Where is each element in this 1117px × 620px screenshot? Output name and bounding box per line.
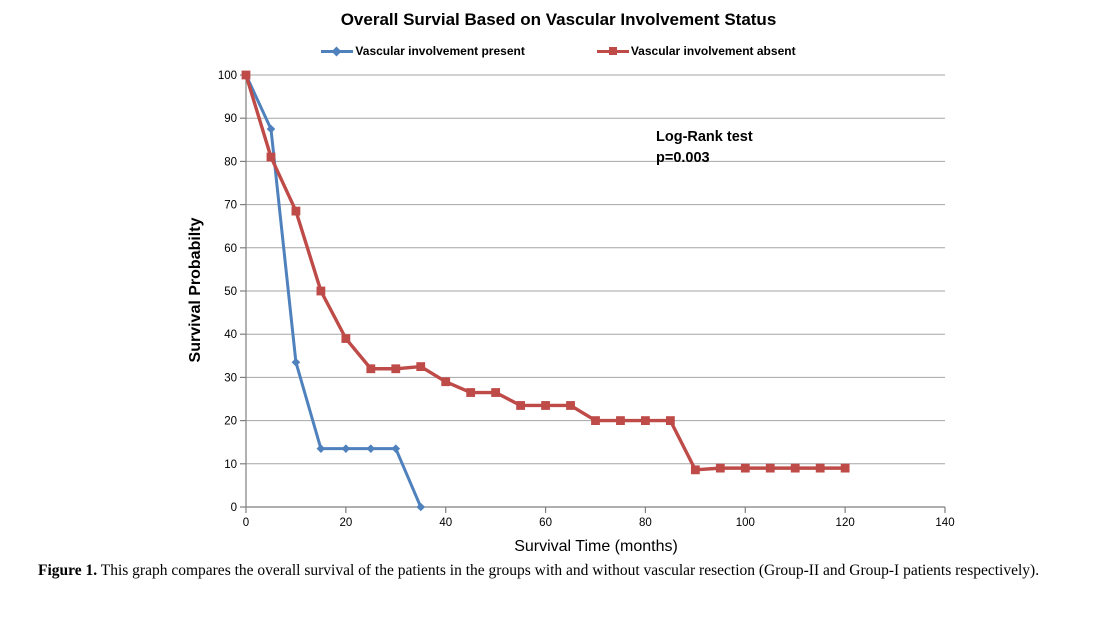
svg-text:120: 120	[836, 517, 855, 529]
figure-caption-text: This graph compares the overall survival…	[100, 562, 1040, 579]
legend-item-present: Vascular involvement present	[321, 44, 525, 58]
svg-text:30: 30	[224, 372, 237, 384]
figure-caption-label: Figure 1.	[38, 562, 98, 579]
svg-text:100: 100	[736, 517, 755, 529]
svg-text:90: 90	[224, 113, 237, 125]
svg-text:0: 0	[231, 502, 237, 514]
square-icon	[608, 47, 617, 55]
legend-label-absent: Vascular involvement absent	[630, 44, 796, 58]
svg-text:10: 10	[224, 459, 237, 471]
legend-label-present: Vascular involvement present	[355, 44, 525, 58]
svg-text:40: 40	[439, 517, 452, 529]
svg-text:60: 60	[539, 517, 552, 529]
svg-text:20: 20	[339, 517, 352, 529]
svg-text:80: 80	[224, 156, 237, 168]
svg-text:70: 70	[224, 200, 237, 212]
svg-text:20: 20	[224, 416, 237, 428]
chart-legend: Vascular involvement present Vascular in…	[0, 44, 1117, 58]
legend-diamond-marker-icon	[321, 45, 354, 58]
figure-caption: Figure 1. This graph compares the overal…	[38, 560, 1089, 582]
legend-square-marker-icon	[596, 45, 629, 58]
svg-text:50: 50	[224, 286, 237, 298]
svg-text:140: 140	[935, 517, 954, 529]
chart-title: Overall Survial Based on Vascular Involv…	[340, 10, 777, 29]
svg-text:100: 100	[218, 70, 237, 82]
svg-text:80: 80	[639, 517, 652, 529]
svg-text:0: 0	[243, 517, 249, 529]
log-rank-line2: p=0.003	[656, 150, 710, 166]
svg-text:60: 60	[224, 243, 237, 255]
svg-text:40: 40	[224, 329, 237, 341]
diamond-icon	[331, 46, 342, 56]
log-rank-annotation: Log-Rank test p=0.003	[656, 127, 753, 169]
log-rank-line1: Log-Rank test	[656, 129, 753, 145]
x-axis-title: Survival Time (months)	[514, 538, 678, 555]
legend-item-absent: Vascular involvement absent	[596, 44, 796, 58]
y-axis-title: Survival Probabilty	[187, 217, 204, 363]
